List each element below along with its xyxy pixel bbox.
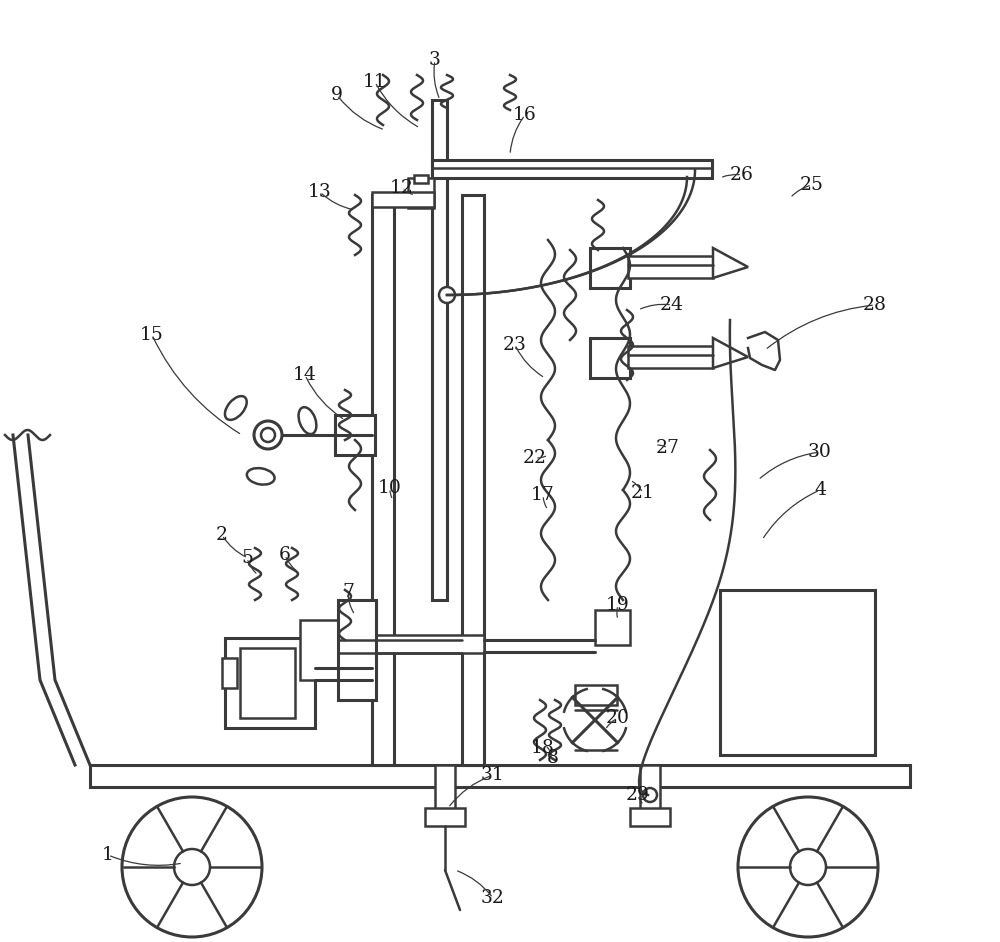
Text: 4: 4 — [814, 481, 826, 499]
Bar — [425, 808, 465, 826]
Circle shape — [738, 797, 878, 937]
Text: 28: 28 — [863, 296, 887, 314]
Text: 32: 32 — [481, 889, 505, 907]
Bar — [432, 160, 712, 178]
Text: 10: 10 — [378, 479, 402, 497]
Text: 22: 22 — [523, 449, 547, 467]
Ellipse shape — [225, 396, 247, 420]
Text: 12: 12 — [390, 179, 414, 197]
Circle shape — [643, 788, 657, 802]
Circle shape — [790, 849, 826, 885]
Text: 21: 21 — [631, 484, 655, 502]
Bar — [595, 610, 630, 645]
Bar — [372, 635, 484, 653]
Ellipse shape — [299, 407, 316, 434]
Text: 16: 16 — [513, 106, 537, 124]
Bar — [590, 338, 630, 378]
Polygon shape — [713, 338, 748, 368]
Bar — [408, 178, 434, 208]
Text: 14: 14 — [293, 366, 317, 384]
Text: 11: 11 — [363, 73, 387, 91]
Bar — [335, 415, 375, 455]
Text: 25: 25 — [800, 176, 824, 194]
Bar — [628, 256, 713, 278]
Circle shape — [261, 428, 275, 442]
Text: 9: 9 — [331, 86, 343, 104]
Text: 27: 27 — [656, 439, 680, 457]
Text: 29: 29 — [626, 786, 650, 804]
Text: 1: 1 — [102, 846, 114, 864]
Ellipse shape — [247, 468, 275, 484]
Bar — [640, 765, 660, 810]
Circle shape — [122, 797, 262, 937]
Text: 31: 31 — [481, 766, 505, 784]
Bar — [462, 195, 484, 765]
Text: 2: 2 — [216, 526, 228, 544]
Circle shape — [254, 421, 282, 449]
Circle shape — [439, 287, 455, 303]
Text: 18: 18 — [531, 739, 555, 757]
Text: 6: 6 — [279, 546, 291, 564]
Text: 30: 30 — [808, 443, 832, 461]
Bar — [240, 648, 295, 718]
Bar — [414, 175, 428, 183]
Text: 26: 26 — [730, 166, 754, 184]
Text: 3: 3 — [429, 51, 441, 69]
Bar — [432, 100, 447, 600]
Bar — [338, 600, 376, 700]
Text: 15: 15 — [140, 326, 164, 344]
Circle shape — [174, 849, 210, 885]
Text: 23: 23 — [503, 336, 527, 354]
Text: 19: 19 — [606, 596, 630, 614]
Text: 7: 7 — [342, 583, 354, 601]
Bar — [372, 195, 394, 765]
Text: 5: 5 — [241, 549, 253, 567]
Text: 13: 13 — [308, 183, 332, 201]
Bar — [575, 685, 617, 705]
Bar — [90, 765, 910, 787]
Bar — [372, 192, 434, 207]
Text: 8: 8 — [547, 749, 559, 767]
Bar — [720, 590, 875, 755]
Bar — [590, 248, 630, 288]
Text: 24: 24 — [660, 296, 684, 314]
Bar — [628, 346, 713, 368]
Bar — [630, 808, 670, 826]
Bar — [225, 638, 315, 728]
Bar — [435, 765, 455, 810]
Text: 17: 17 — [531, 486, 555, 504]
Polygon shape — [713, 248, 748, 278]
Text: 20: 20 — [606, 709, 630, 727]
Bar — [222, 658, 237, 688]
Bar — [300, 620, 375, 680]
